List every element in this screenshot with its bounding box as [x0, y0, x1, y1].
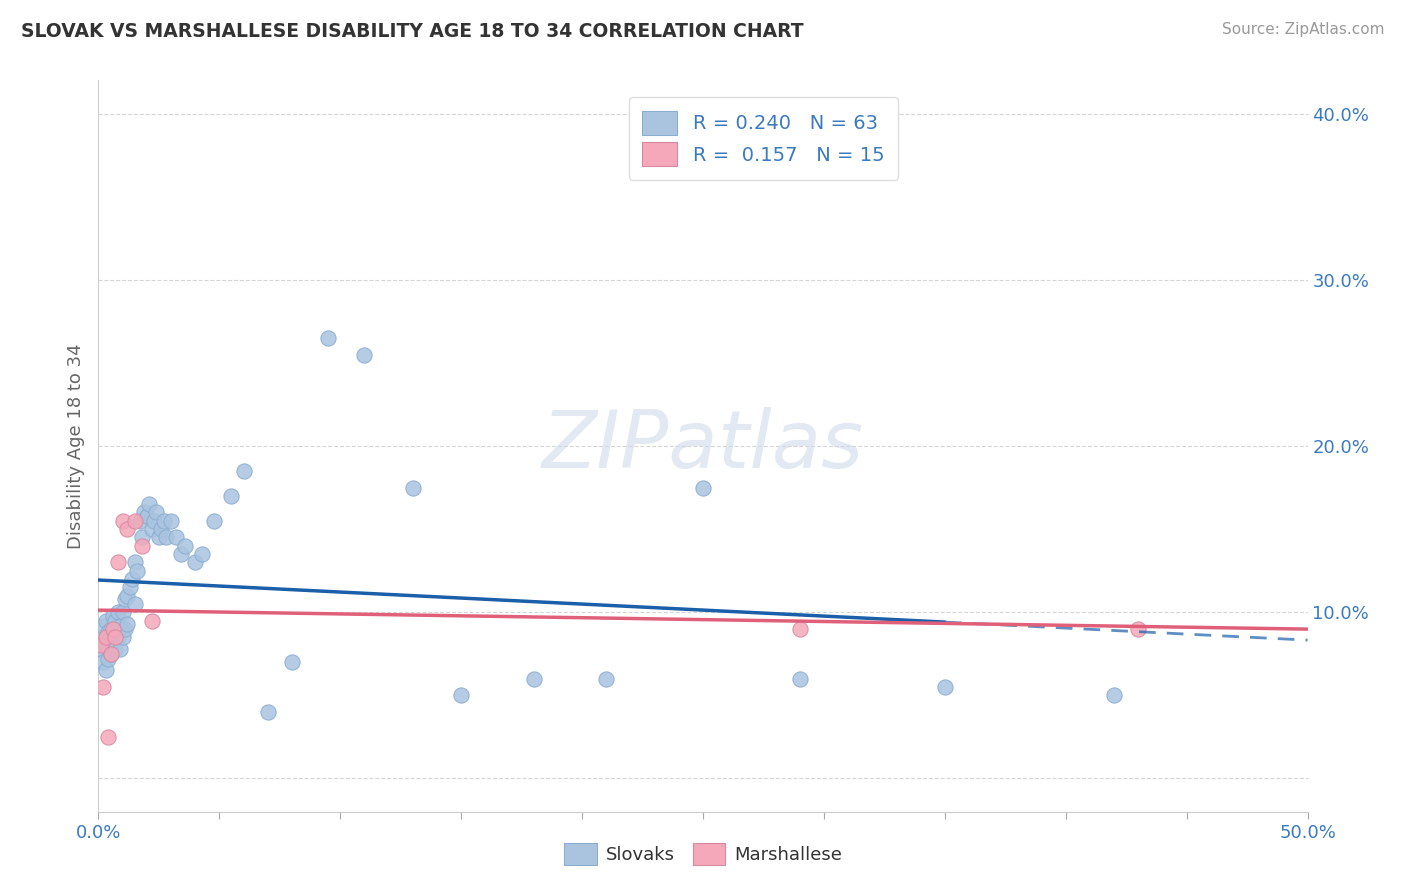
Point — [108, 618, 131, 632]
Point — [124, 514, 146, 528]
Point — [155, 530, 177, 544]
Point — [101, 633, 124, 648]
Point — [111, 514, 134, 528]
Point — [143, 514, 166, 528]
Point — [316, 331, 339, 345]
Point — [90, 641, 112, 656]
Point — [148, 530, 170, 544]
Point — [141, 614, 163, 628]
Point — [104, 614, 127, 628]
Y-axis label: Disability Age 18 to 34: Disability Age 18 to 34 — [66, 343, 84, 549]
Point — [117, 589, 139, 603]
Point — [141, 522, 163, 536]
Point — [134, 506, 156, 520]
Point — [150, 522, 173, 536]
Point — [100, 622, 122, 636]
Point — [165, 530, 187, 544]
Legend: R = 0.240   N = 63, R =  0.157   N = 15: R = 0.240 N = 63, R = 0.157 N = 15 — [628, 97, 898, 180]
Point — [595, 672, 617, 686]
Point — [256, 705, 278, 719]
Text: ZIPatlas: ZIPatlas — [541, 407, 865, 485]
Point — [138, 497, 160, 511]
Point — [107, 630, 129, 644]
Point — [135, 508, 157, 523]
Point — [232, 464, 254, 478]
Point — [107, 555, 129, 569]
Legend: Slovaks, Marshallese: Slovaks, Marshallese — [555, 834, 851, 874]
Point — [1128, 622, 1150, 636]
Point — [94, 614, 117, 628]
Point — [94, 664, 117, 678]
Point — [94, 639, 117, 653]
Point — [204, 514, 226, 528]
Point — [1102, 689, 1125, 703]
Point — [174, 539, 197, 553]
Point — [117, 522, 139, 536]
Point — [94, 630, 117, 644]
Point — [131, 539, 153, 553]
Point — [692, 481, 714, 495]
Point — [107, 605, 129, 619]
Point — [91, 618, 114, 632]
Point — [127, 564, 149, 578]
Point — [90, 630, 112, 644]
Point — [100, 647, 122, 661]
Point — [108, 641, 131, 656]
Point — [121, 572, 143, 586]
Point — [128, 514, 150, 528]
Point — [145, 506, 167, 520]
Point — [100, 647, 122, 661]
Point — [114, 622, 136, 636]
Point — [114, 591, 136, 606]
Point — [124, 597, 146, 611]
Point — [97, 652, 120, 666]
Point — [789, 622, 811, 636]
Point — [111, 630, 134, 644]
Point — [104, 641, 127, 656]
Point — [169, 547, 191, 561]
Point — [184, 555, 207, 569]
Point — [91, 680, 114, 694]
Point — [91, 655, 114, 669]
Point — [90, 639, 112, 653]
Point — [101, 608, 124, 623]
Point — [450, 689, 472, 703]
Point — [523, 672, 546, 686]
Point — [281, 655, 304, 669]
Point — [934, 680, 956, 694]
Text: SLOVAK VS MARSHALLESE DISABILITY AGE 18 TO 34 CORRELATION CHART: SLOVAK VS MARSHALLESE DISABILITY AGE 18 … — [21, 22, 804, 41]
Text: Source: ZipAtlas.com: Source: ZipAtlas.com — [1222, 22, 1385, 37]
Point — [97, 625, 120, 640]
Point — [152, 514, 174, 528]
Point — [789, 672, 811, 686]
Point — [101, 622, 124, 636]
Point — [118, 580, 141, 594]
Point — [97, 730, 120, 744]
Point — [402, 481, 425, 495]
Point — [111, 605, 134, 619]
Point — [221, 489, 243, 503]
Point — [131, 530, 153, 544]
Point — [104, 630, 127, 644]
Point — [117, 616, 139, 631]
Point — [353, 347, 375, 362]
Point — [160, 514, 183, 528]
Point — [124, 555, 146, 569]
Point — [191, 547, 214, 561]
